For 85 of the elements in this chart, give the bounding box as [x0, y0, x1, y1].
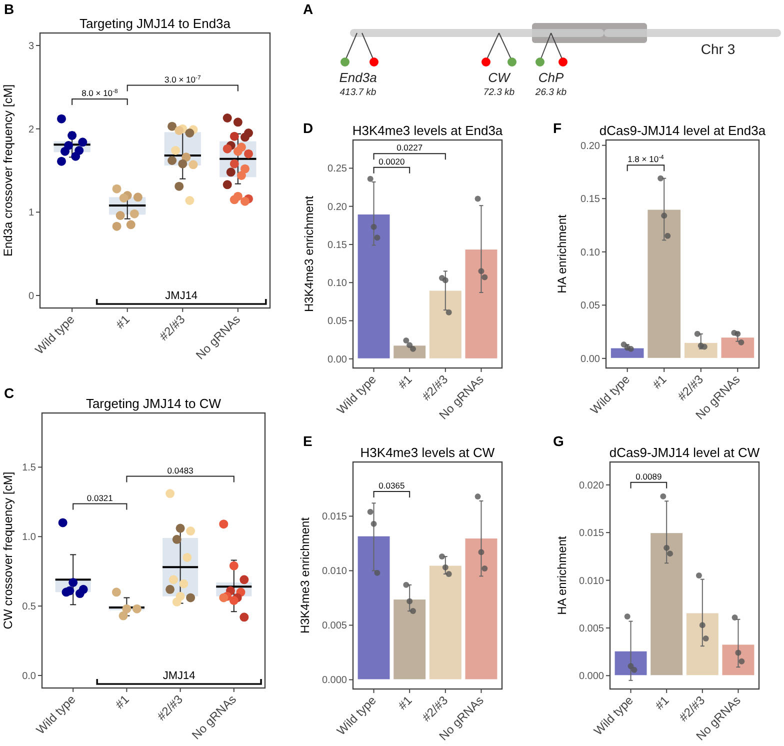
y-axis-title: H3K4me3 enrichment: [302, 195, 316, 312]
text: Chr 3: [700, 41, 736, 57]
y-tick-label: 0.20: [580, 140, 600, 152]
text: ChP: [538, 70, 564, 85]
x-tick-label: Wild type: [33, 692, 78, 738]
y-tick-label: 0.015: [322, 512, 348, 523]
bar: [428, 564, 462, 680]
bar: [720, 336, 756, 359]
annotation: 0.0483: [167, 465, 194, 476]
text: D: [303, 120, 314, 136]
x-tick-label: Wild type: [591, 693, 636, 738]
x-tick-label: Wild type: [588, 372, 633, 418]
bar: [685, 612, 720, 676]
annotation: 0.0020: [378, 156, 405, 166]
annotation: JMJ14: [162, 670, 196, 682]
annotation: 3.0 × 10$^{-7}$: [164, 74, 201, 84]
y-tick-label: 0.005: [578, 623, 604, 634]
y-axis-title: End3a crossover frequency [cM]: [1, 84, 15, 257]
y-tick-label: 1: [28, 208, 34, 219]
bar: [464, 537, 498, 680]
y-tick-label: 0.010: [578, 576, 604, 587]
y-tick-label: 0.25: [328, 164, 348, 175]
annotation: 0.0365: [378, 480, 405, 491]
y-tick-label: 0.010: [322, 566, 348, 578]
y-tick-label: 0.015: [578, 528, 604, 540]
text: C: [4, 385, 14, 401]
text: 413.7 kb: [340, 87, 376, 98]
y-tick-label: 0.000: [578, 671, 604, 682]
y-tick-label: 0.00: [580, 354, 600, 365]
y-tick-label: 0: [28, 291, 34, 302]
bar: [428, 290, 462, 360]
annotation: 0.0321: [86, 492, 114, 503]
annotation: JMJ14: [165, 290, 198, 302]
y-axis-title: CW crossover frequency [cM]: [1, 472, 15, 630]
x-tick-label: #1: [395, 372, 415, 392]
chart-title: H3K4me3 levels at End3a: [352, 123, 504, 138]
y-tick-label: 0.05: [580, 300, 600, 312]
x-tick-label: Wild type: [32, 312, 78, 358]
y-tick-label: 0.00: [328, 354, 348, 366]
y-axis-title: HA enrichment: [555, 535, 569, 615]
chart-title: Targeting JMJ14 to End3a: [79, 16, 232, 31]
text: End3a: [339, 70, 377, 85]
annotation: 1.8 × 10$^{-4}$: [628, 154, 665, 164]
text: CW: [488, 70, 512, 85]
y-tick-label: 0.15: [328, 240, 348, 251]
annotation: 8.0 × 10$^{-8}$: [82, 88, 119, 98]
chart-title: dCas9-JMJ14 level at CW: [609, 445, 760, 460]
y-tick-label: 0.05: [328, 316, 348, 328]
annotation: 0.0089: [636, 471, 662, 482]
y-tick-label: 0.0: [22, 671, 36, 682]
x-tick-label: #1: [650, 372, 670, 392]
bar: [721, 644, 756, 676]
y-tick-label: 1.0: [22, 532, 36, 544]
chart-title: H3K4me3 levels at CW: [360, 445, 496, 460]
x-tick-label: #1: [652, 693, 672, 713]
bar: [683, 342, 718, 359]
text: B: [4, 1, 14, 17]
x-tick-label: #1: [113, 312, 133, 332]
chart-title: Targeting JMJ14 to CW: [86, 396, 222, 411]
text: 72.3 kb: [483, 87, 515, 98]
y-tick-label: 0.20: [328, 202, 348, 213]
y-tick-label: 0.000: [322, 675, 348, 686]
y-tick-label: 0.020: [578, 480, 604, 492]
y-tick-label: 0.15: [580, 194, 600, 206]
x-tick-label: #1: [112, 692, 132, 712]
y-tick-label: 0.005: [322, 620, 348, 632]
y-tick-label: 2: [28, 124, 34, 136]
x-tick-label: Wild type: [334, 372, 380, 418]
y-tick-label: 0.10: [328, 278, 348, 290]
y-tick-label: 0.5: [22, 602, 36, 613]
y-axis-title: H3K4me3 enrichment: [298, 516, 312, 634]
chart-title: dCas9-JMJ14 level at End3a: [599, 123, 766, 138]
y-tick-label: 0.10: [580, 247, 600, 258]
text: F: [553, 120, 562, 136]
annotation: 0.0227: [396, 142, 423, 153]
text: 26.3 kb: [534, 87, 567, 98]
text: E: [303, 433, 312, 449]
x-tick-label: Wild type: [334, 693, 380, 738]
y-tick-label: 3: [28, 41, 34, 52]
bar: [464, 248, 498, 360]
x-tick-label: #1: [395, 693, 415, 713]
y-tick-label: 1.5: [22, 462, 36, 474]
text: G: [553, 433, 564, 449]
y-axis-title: HA enrichment: [555, 214, 569, 294]
text: A: [303, 1, 314, 17]
